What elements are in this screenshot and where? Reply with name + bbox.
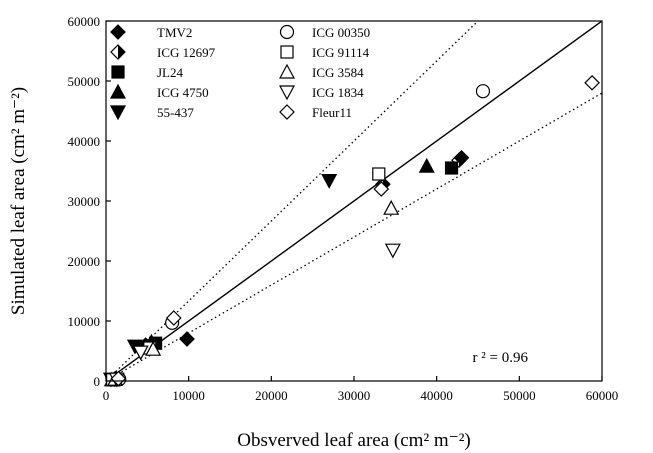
data-point xyxy=(145,340,162,356)
data-point xyxy=(179,331,195,347)
legend-label: ICG 4750 xyxy=(157,85,209,100)
data-point xyxy=(418,157,435,173)
legend-label: ICG 1834 xyxy=(312,85,364,100)
legend-marker xyxy=(111,65,125,79)
x-tick-label: 0 xyxy=(103,388,110,403)
data-points xyxy=(102,74,600,388)
data-point xyxy=(384,243,401,259)
x-tick-label: 30000 xyxy=(338,388,371,403)
legend-marker xyxy=(279,24,295,40)
legend-marker xyxy=(280,45,294,59)
axes: 0 10000 20000 30000 40000 50000 60000 0 10000 200… xyxy=(68,14,619,403)
legend-marker xyxy=(110,24,126,40)
x-tick-label: 20000 xyxy=(255,388,288,403)
legend-marker xyxy=(279,104,295,120)
y-tick-label: 60000 xyxy=(68,14,101,29)
regression-line xyxy=(106,21,602,381)
legend-marker xyxy=(278,63,296,79)
legend-label: ICG 00350 xyxy=(312,25,370,40)
y-tick-label: 30000 xyxy=(68,194,101,209)
legend-label: Fleur11 xyxy=(312,105,352,120)
legend-item: 55-437 xyxy=(109,105,194,121)
data-point xyxy=(321,174,338,189)
data-point xyxy=(475,84,491,99)
x-axis-title: Obsverved leaf area (cm² m⁻²) xyxy=(237,430,470,451)
y-axis-title: Simulated leaf area (cm² m⁻²) xyxy=(8,87,29,315)
legend-marker xyxy=(110,44,126,60)
legend-marker xyxy=(278,85,296,101)
legend-item: ICG 91114 xyxy=(280,45,370,60)
legend: TMV2 ICG 12697 JL24 ICG 4750 55-437 ICG 00350… xyxy=(109,24,370,121)
x-tick-label: 50000 xyxy=(503,388,536,403)
legend-item: ICG 1834 xyxy=(278,85,364,101)
legend-item: Fleur11 xyxy=(279,104,352,120)
legend-label: ICG 91114 xyxy=(312,45,370,60)
legend-label: ICG 3584 xyxy=(312,65,364,80)
legend-item: ICG 00350 xyxy=(279,24,370,40)
y-tick-label: 20000 xyxy=(68,254,101,269)
data-point xyxy=(383,199,400,215)
data-point xyxy=(372,167,386,181)
data-point xyxy=(444,161,459,175)
legend-item: TMV2 xyxy=(110,24,192,40)
legend-item: ICG 3584 xyxy=(278,63,364,80)
data-point xyxy=(110,370,127,387)
legend-marker xyxy=(109,83,127,99)
r-squared-annotation: r ² = 0.96 xyxy=(473,350,529,366)
legend-marker xyxy=(109,105,127,121)
data-point xyxy=(373,181,390,197)
data-point xyxy=(132,345,149,361)
legend-label: ICG 12697 xyxy=(157,45,216,60)
y-tick-label: 10000 xyxy=(68,314,101,329)
legend-label: 55-437 xyxy=(157,105,194,120)
data-point xyxy=(165,310,182,326)
data-point xyxy=(584,74,600,91)
y-tick-label: 40000 xyxy=(68,134,101,149)
y-tick-label: 50000 xyxy=(68,74,101,89)
data-point xyxy=(451,152,467,169)
legend-item: ICG 4750 xyxy=(109,83,209,100)
x-tick-label: 60000 xyxy=(586,388,619,403)
x-tick-label: 40000 xyxy=(420,388,453,403)
legend-label: TMV2 xyxy=(157,25,192,40)
legend-item: ICG 12697 xyxy=(110,44,216,60)
x-tick-label: 10000 xyxy=(172,388,205,403)
y-tick-label: 0 xyxy=(94,374,101,389)
legend-label: JL24 xyxy=(157,65,184,80)
legend-item: JL24 xyxy=(111,65,184,80)
